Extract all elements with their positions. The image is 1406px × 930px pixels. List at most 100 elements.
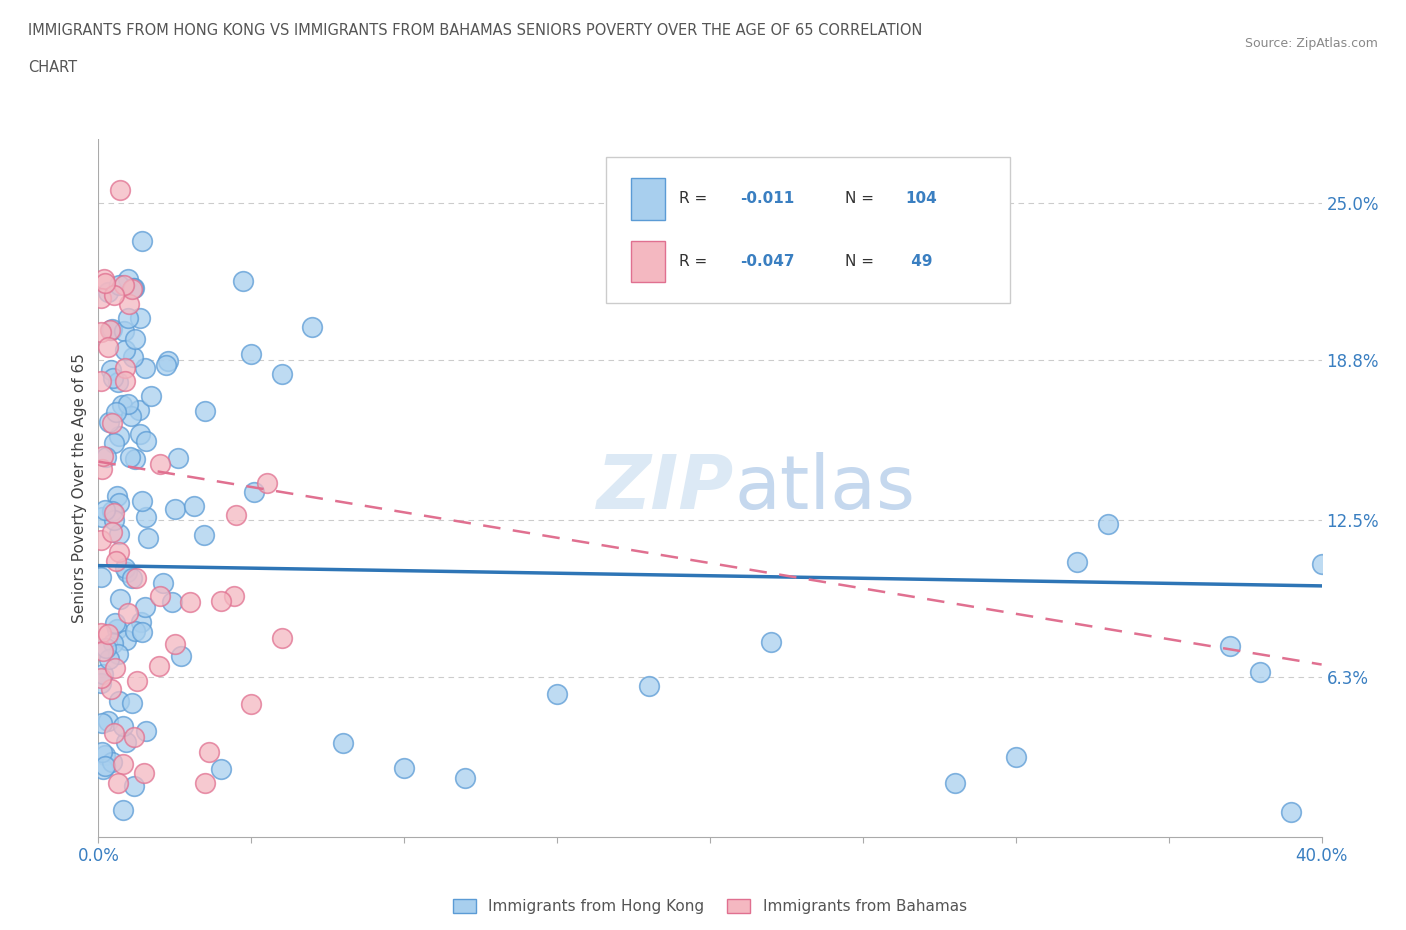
Point [94,503,117,518]
Point [105,621,128,636]
Point [120,409,142,424]
Point [1066,555,1088,570]
Point [96,641,118,656]
Point [108,496,131,511]
Point [637,679,661,694]
Point [155,357,177,372]
Point [301,320,323,335]
Point [104,661,127,676]
Point [104,616,127,631]
Point [759,634,782,649]
Point [93,644,115,658]
Point [128,403,150,418]
Point [129,310,152,325]
Point [270,631,292,645]
Point [107,646,129,661]
Point [90,374,112,389]
Point [114,561,136,576]
Point [225,508,247,523]
Point [98,323,121,338]
Point [111,718,134,733]
Point [112,277,135,292]
Point [392,761,416,776]
Point [101,322,124,337]
Point [163,501,186,516]
Point [105,554,128,569]
Point [98,415,121,430]
Point [101,416,124,431]
Point [270,366,292,381]
Point [209,762,232,777]
Point [179,595,201,610]
Point [97,626,120,641]
Point [90,570,112,585]
Point [121,696,143,711]
Point [91,745,114,760]
Point [136,531,159,546]
FancyBboxPatch shape [606,157,1010,303]
Point [108,591,131,606]
Point [128,427,150,442]
Point [100,754,122,769]
Point [103,505,125,520]
Point [124,778,146,793]
Point [107,375,129,390]
Point [90,461,112,476]
Bar [630,178,665,219]
Point [148,658,170,673]
Point [91,510,114,525]
Point [115,735,138,750]
Point [135,510,157,525]
Point [163,636,186,651]
Text: R =: R = [679,254,707,269]
Point [100,363,122,378]
Point [131,625,153,640]
Point [118,297,141,312]
Point [124,331,146,346]
Point [1279,804,1302,819]
Point [134,599,156,614]
Point [97,652,120,667]
Y-axis label: Seniors Poverty Over the Age of 65: Seniors Poverty Over the Age of 65 [72,353,87,623]
Point [194,404,217,418]
Point [117,272,139,286]
Point [101,504,124,519]
Point [131,494,153,509]
Point [108,526,131,541]
Point [149,457,172,472]
Point [94,748,117,763]
Text: N =: N = [845,254,873,269]
Point [108,545,131,560]
Point [97,285,120,299]
Text: Source: ZipAtlas.com: Source: ZipAtlas.com [1244,37,1378,50]
Point [132,766,155,781]
Point [111,398,134,413]
Point [167,450,190,465]
Point [91,667,114,682]
Point [1310,556,1333,571]
Point [114,374,136,389]
Point [152,576,174,591]
Point [117,397,139,412]
Point [108,183,131,198]
Text: -0.011: -0.011 [741,192,794,206]
Point [114,360,136,375]
Point [209,593,232,608]
Point [101,635,124,650]
Point [454,770,477,785]
Point [124,280,146,295]
Text: IMMIGRANTS FROM HONG KONG VS IMMIGRANTS FROM BAHAMAS SENIORS POVERTY OVER THE AG: IMMIGRANTS FROM HONG KONG VS IMMIGRANTS … [28,23,922,38]
Point [107,429,129,444]
Text: R =: R = [679,192,707,206]
Point [169,648,191,663]
Point [546,686,568,701]
Point [117,605,139,620]
Point [100,682,122,697]
Point [232,274,254,289]
Point [121,282,143,297]
Point [105,488,128,503]
Point [103,725,125,740]
Point [94,275,117,290]
Point [112,803,135,817]
Point [91,762,114,777]
